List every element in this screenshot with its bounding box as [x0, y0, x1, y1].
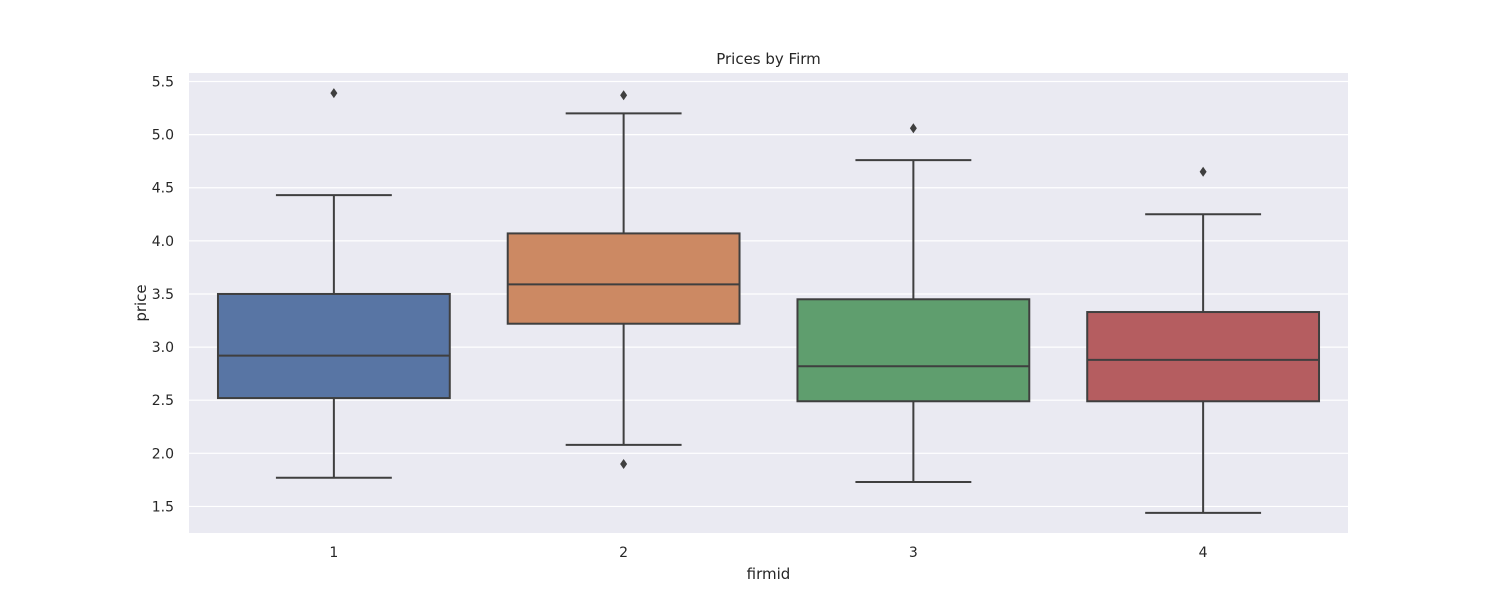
box-iqr	[216, 292, 451, 400]
y-axis-label: price	[132, 284, 150, 321]
outlier-point	[909, 123, 917, 134]
x-tick-label: 3	[909, 545, 918, 561]
box-4	[1086, 166, 1321, 514]
outlier-point	[620, 458, 628, 469]
x-tick-label: 1	[329, 545, 338, 561]
y-tick-label: 1.5	[152, 499, 174, 515]
outlier-point	[330, 88, 338, 99]
y-tick-label: 4.0	[152, 234, 174, 250]
y-tick-label: 4.5	[152, 181, 174, 197]
x-tick-label: 4	[1199, 545, 1208, 561]
y-axis-ticks: 1.5 2.0 2.5 3.0 3.5 4.0 4.5 5.0 5.5	[152, 74, 174, 515]
box-3	[796, 123, 1031, 484]
y-tick-label: 5.5	[152, 74, 174, 90]
outlier-point	[1199, 166, 1207, 177]
box-1	[216, 88, 451, 479]
x-axis-label: firmid	[747, 565, 791, 583]
box-iqr	[796, 298, 1031, 403]
chart-title: Prices by Firm	[716, 50, 821, 68]
y-tick-label: 2.0	[152, 446, 174, 462]
box-iqr	[1086, 311, 1321, 403]
box-iqr	[506, 232, 741, 325]
x-tick-label: 2	[619, 545, 628, 561]
y-tick-label: 5.0	[152, 128, 174, 144]
box-series	[216, 88, 1321, 514]
y-tick-label: 3.0	[152, 340, 174, 356]
outlier-point	[620, 90, 628, 101]
y-tick-label: 2.5	[152, 393, 174, 409]
box-2	[506, 90, 741, 469]
x-axis-ticks: 1 2 3 4	[329, 545, 1207, 561]
y-tick-label: 3.5	[152, 287, 174, 303]
